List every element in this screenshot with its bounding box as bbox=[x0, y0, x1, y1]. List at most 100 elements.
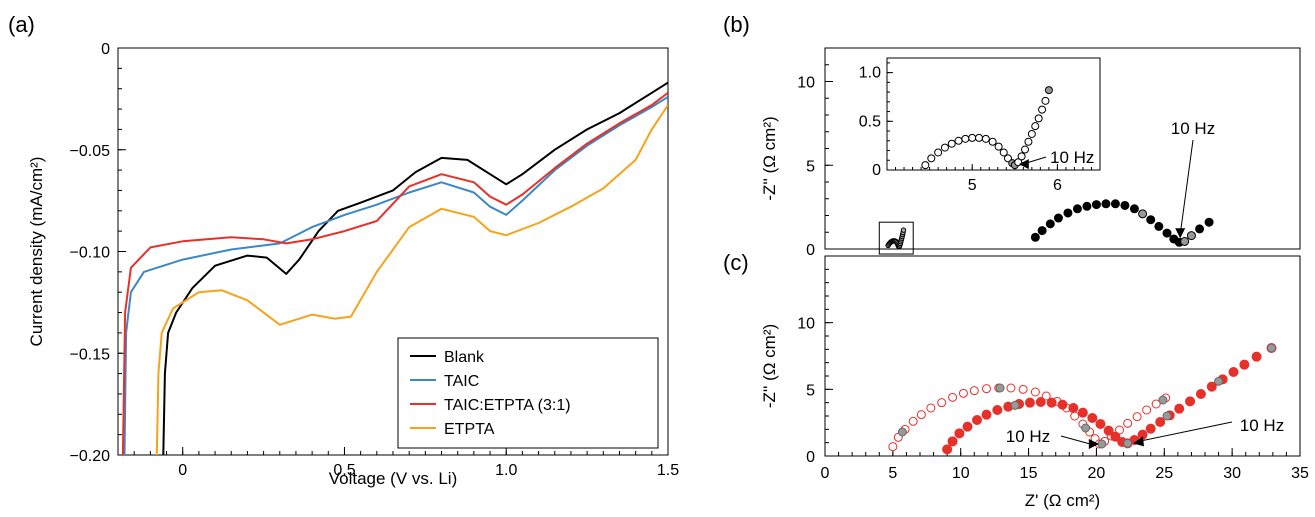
open-point bbox=[1123, 418, 1133, 428]
inset-point bbox=[981, 134, 990, 143]
inset-y-tick-label: 0.5 bbox=[859, 113, 881, 130]
filled-point bbox=[1251, 351, 1262, 362]
inset-point bbox=[940, 143, 949, 152]
series-line-0 bbox=[162, 81, 668, 455]
filled-point bbox=[947, 436, 958, 447]
x-tick-label: 5 bbox=[888, 465, 897, 482]
inset-point bbox=[1027, 129, 1036, 138]
data-point bbox=[1195, 224, 1205, 234]
data-point bbox=[1082, 201, 1092, 211]
series-line-1 bbox=[123, 95, 668, 455]
annotation-label: 10 Hz bbox=[1006, 427, 1050, 446]
y-tick-label: 0 bbox=[806, 449, 815, 466]
inset-point bbox=[954, 136, 963, 145]
filled-point bbox=[992, 405, 1003, 415]
filled-point bbox=[1239, 359, 1250, 370]
x-tick-label: 10 bbox=[952, 465, 970, 482]
open-point bbox=[926, 403, 936, 413]
open-point bbox=[1030, 387, 1040, 397]
data-point bbox=[1053, 213, 1063, 223]
filled-point bbox=[1024, 397, 1035, 408]
data-point bbox=[1101, 199, 1111, 209]
y-tick-label: 5 bbox=[806, 382, 815, 399]
gray-marker bbox=[995, 383, 1005, 393]
open-point bbox=[1006, 383, 1016, 393]
annotation-arrowhead bbox=[1175, 228, 1186, 239]
gray-marker bbox=[1267, 343, 1276, 353]
y-tick-label: −0.20 bbox=[70, 448, 111, 465]
panel-b-label: (b) bbox=[723, 12, 750, 37]
open-point bbox=[937, 398, 947, 408]
legend-entry: TAIC bbox=[444, 373, 479, 390]
filled-point bbox=[954, 428, 965, 439]
annotation-arrow bbox=[1060, 435, 1094, 446]
x-axis-label: Z' (Ω cm²) bbox=[1025, 491, 1100, 510]
open-point bbox=[1041, 391, 1051, 401]
gray-marker bbox=[897, 427, 907, 437]
y-axis-label: -Z'' (Ω cm²) bbox=[760, 324, 779, 408]
gray-marker bbox=[1010, 400, 1020, 410]
gray-marker bbox=[1214, 376, 1224, 386]
gray-marker bbox=[1081, 423, 1091, 433]
y-tick-label: 10 bbox=[797, 75, 815, 92]
inset-point bbox=[994, 142, 1003, 151]
plot-frame bbox=[824, 255, 1301, 457]
inset-point bbox=[961, 134, 970, 143]
inset: 5 6 0 0.5 1.0 10 Hz bbox=[859, 57, 1101, 194]
x-tick-label: 0 bbox=[821, 465, 830, 482]
filled-point bbox=[1057, 399, 1068, 410]
inset-point bbox=[999, 148, 1008, 157]
inset-annotation-arrowhead bbox=[1018, 159, 1029, 170]
x-tick-label: 20 bbox=[1088, 465, 1106, 482]
data-point bbox=[1045, 219, 1055, 229]
y-tick-label: −0.10 bbox=[70, 245, 111, 262]
inset-point bbox=[1024, 137, 1033, 146]
y-tick-label: −0.05 bbox=[70, 143, 111, 160]
inset-region-box bbox=[878, 221, 914, 255]
inset-point bbox=[1044, 86, 1053, 95]
x-tick-label: 30 bbox=[1223, 465, 1241, 482]
data-point bbox=[1091, 200, 1101, 210]
inset-point bbox=[975, 133, 984, 142]
panel-a-label: (a) bbox=[8, 12, 35, 37]
annotation-arrow bbox=[1138, 421, 1233, 442]
inset-x-tick-label: 5 bbox=[968, 177, 977, 194]
series-line-2 bbox=[121, 92, 668, 455]
y-axis-label: Current density (mA/cm²) bbox=[27, 157, 46, 347]
filled-point bbox=[1206, 381, 1217, 392]
x-axis-label: Voltage (V vs. Li) bbox=[329, 469, 458, 488]
data-point bbox=[1063, 208, 1073, 218]
x-tick-label: 15 bbox=[1020, 465, 1038, 482]
x-tick-label: 1.0 bbox=[495, 462, 517, 479]
panel-b: 0 5 10 -Z'' (Ω cm²) 10 Hz 5 6 0 0.5 1.0 10 Hz bbox=[760, 47, 1301, 259]
inset-point bbox=[927, 154, 936, 163]
inset-frame bbox=[886, 57, 1101, 171]
filled-point bbox=[1095, 419, 1106, 429]
gray-marker bbox=[1097, 439, 1107, 449]
open-point bbox=[916, 410, 926, 420]
legend-entry: ETPTA bbox=[444, 421, 495, 438]
filled-point bbox=[1145, 423, 1156, 434]
mini-point bbox=[900, 227, 907, 233]
series-lines bbox=[121, 81, 668, 455]
filled-point bbox=[1185, 396, 1196, 407]
open-point bbox=[1132, 412, 1142, 422]
filled-point bbox=[1103, 425, 1114, 436]
open-point bbox=[1070, 411, 1080, 421]
data-point bbox=[1030, 232, 1040, 242]
open-point bbox=[1151, 399, 1161, 409]
inset-y-tick-label: 0 bbox=[872, 162, 881, 179]
filled-point bbox=[962, 421, 973, 432]
filled-point bbox=[1046, 397, 1057, 408]
y-tick-label: 0 bbox=[101, 41, 110, 58]
open-point bbox=[969, 386, 979, 396]
filled-point bbox=[1077, 407, 1088, 418]
filled-point bbox=[1068, 403, 1079, 413]
inset-point bbox=[968, 133, 977, 142]
y-axis-label: -Z'' (Ω cm²) bbox=[760, 116, 779, 200]
open-point bbox=[1142, 405, 1152, 415]
open-point bbox=[958, 388, 968, 398]
filled-point bbox=[981, 409, 992, 420]
filled-point bbox=[1195, 389, 1206, 399]
